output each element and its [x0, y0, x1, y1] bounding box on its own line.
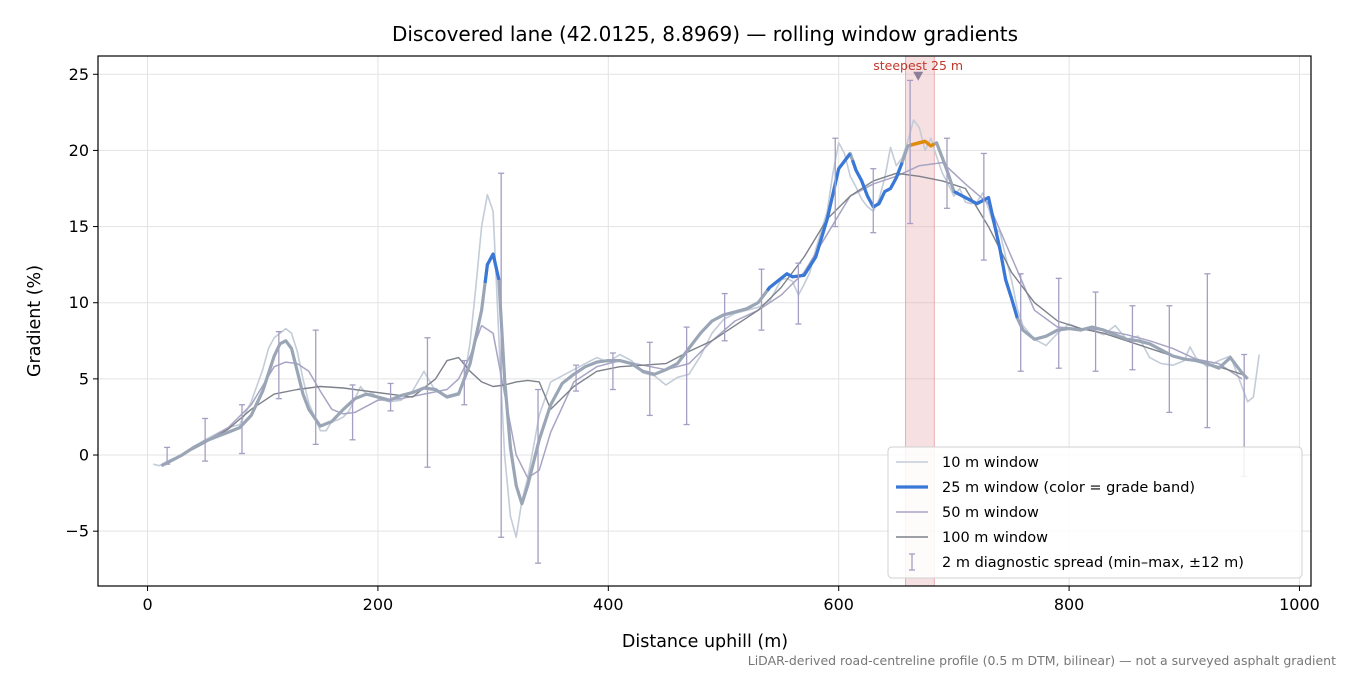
legend-entry-spread: 2 m diagnostic spread (min–max, ±12 m): [942, 555, 1244, 571]
y-tick-label: 10: [69, 293, 89, 312]
chart-title: Discovered lane (42.0125, 8.8969) — roll…: [392, 22, 1018, 46]
steepest-marker: [913, 71, 924, 81]
legend-entry-25m: 25 m window (color = grade band): [942, 480, 1195, 496]
series-line-100m: [161, 172, 1243, 467]
series-25m-steep-segment: [850, 159, 904, 209]
plot-frame: [97, 55, 1312, 587]
steepest-annotation: steepest 25 m: [873, 58, 963, 73]
series-25m-steepest-segment: [909, 139, 936, 148]
series-group: [153, 79, 1260, 564]
y-tick-label: 25: [69, 65, 89, 84]
y-tick-label: 0: [79, 446, 89, 465]
x-tick-label: 1000: [1279, 595, 1320, 614]
x-axis-title: Distance uphill (m): [622, 632, 788, 652]
legend-box: [887, 446, 1303, 579]
plot-area: steepest 25 m 0 200 400 600 800 1000 −5 0 5 10 15 20…: [65, 55, 1320, 614]
x-tick-label: 400: [593, 595, 624, 614]
y-tick-label: 15: [69, 217, 89, 236]
y-tick-label: 20: [69, 141, 89, 160]
x-tick-label: 200: [363, 595, 394, 614]
y-tick-label: −5: [65, 522, 89, 541]
x-tick-label: 800: [1054, 595, 1085, 614]
footnote: LiDAR-derived road-centreline profile (0…: [748, 653, 1336, 668]
x-tick-label: 600: [823, 595, 854, 614]
series-line-25m: [160, 139, 1249, 506]
x-tick-label: 0: [142, 595, 152, 614]
legend-entry-50m: 50 m window: [942, 505, 1039, 521]
series-25m-steep-segment: [483, 252, 501, 284]
y-tick-label: 5: [79, 369, 89, 388]
series-25m-steep-segment: [953, 190, 1019, 319]
legend: 10 m window 25 m window (color = grade ba…: [887, 446, 1303, 579]
y-axis-title: Gradient (%): [25, 265, 45, 377]
series-line-10m: [153, 119, 1260, 539]
series-25m-steep-segment: [766, 152, 852, 292]
legend-entry-100m: 100 m window: [942, 530, 1048, 546]
legend-entry-10m: 10 m window: [942, 455, 1039, 471]
